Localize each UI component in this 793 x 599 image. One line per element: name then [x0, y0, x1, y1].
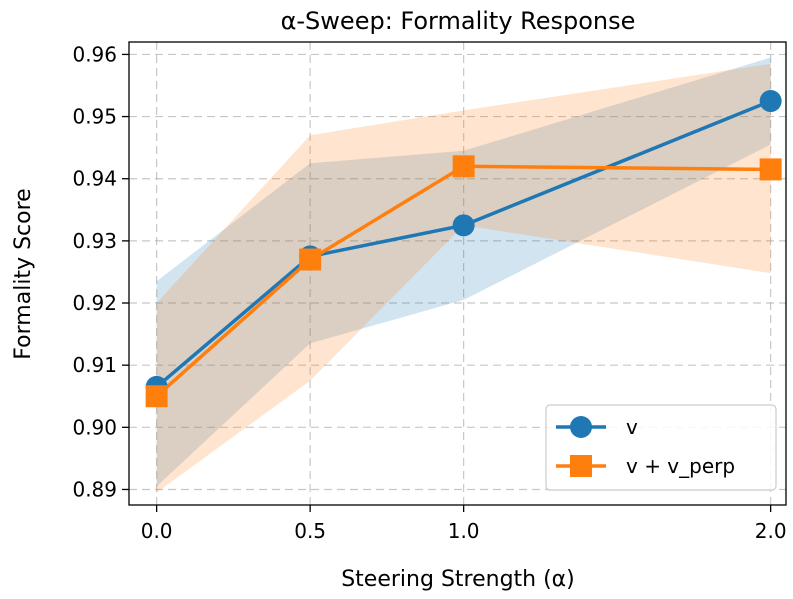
y-tick-label: 0.95 — [72, 105, 117, 129]
y-tick-label: 0.90 — [72, 415, 117, 439]
x-tick-label: 0.0 — [141, 519, 173, 543]
line-series-0 — [155, 99, 772, 389]
y-tick-label: 0.96 — [72, 42, 117, 66]
y-tick-label: 0.94 — [72, 167, 117, 191]
x-tick-label: 2.0 — [755, 519, 787, 543]
marker-series-0 — [452, 214, 475, 237]
y-axis-ticks: 0.89 0.90 0.91 0.92 0.93 0.94 0.95 0.96 — [72, 42, 129, 501]
marker-series-1 — [145, 385, 168, 408]
marker-series-1 — [452, 155, 475, 178]
series-lines — [155, 99, 772, 398]
legend-label-1: v + v_perp — [626, 454, 735, 478]
x-axis-ticks: 0.0 0.5 1.0 2.0 — [141, 505, 787, 543]
y-axis-label: Formality Score — [11, 188, 36, 359]
band-series-1 — [156, 63, 771, 493]
marker-series-1 — [759, 158, 782, 181]
grid — [129, 42, 786, 505]
y-tick-label: 0.93 — [72, 229, 117, 253]
legend-marker-0 — [570, 416, 592, 438]
plot-frame — [128, 41, 787, 506]
x-tick-label: 0.5 — [294, 519, 326, 543]
y-tick-label: 0.92 — [72, 291, 117, 315]
series-markers — [145, 90, 782, 408]
y-tick-label: 0.91 — [72, 353, 117, 377]
x-tick-label: 1.0 — [448, 519, 480, 543]
marker-series-1 — [299, 248, 322, 271]
legend: v v + v_perp — [545, 404, 777, 491]
x-axis-label: Steering Strength (α) — [341, 567, 575, 592]
legend-label-0: v — [626, 415, 638, 439]
legend-marker-1 — [570, 455, 592, 477]
chart-title: α-Sweep: Formality Response — [281, 7, 636, 35]
marker-series-0 — [759, 90, 782, 113]
line-series-1 — [155, 164, 771, 398]
y-tick-label: 0.89 — [72, 477, 117, 501]
